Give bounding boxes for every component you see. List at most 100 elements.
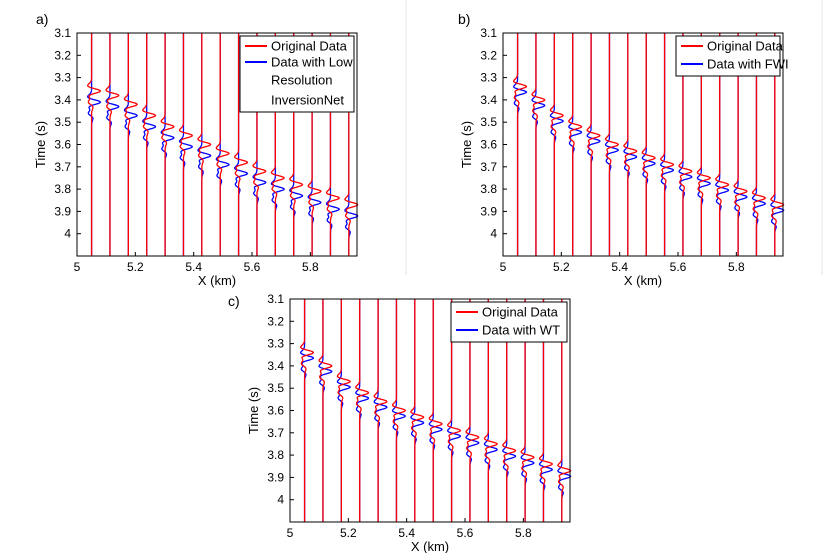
trace-original: [568, 33, 583, 256]
trace-original: [391, 299, 407, 522]
y-tick-label: 3.6: [54, 138, 71, 152]
x-axis-label: X (km): [198, 273, 236, 288]
x-ticks: 5 5.2 5.4 5.6 5.8: [287, 518, 532, 540]
y-tick-label: 3.6: [480, 138, 497, 152]
legend-entry: Data with WT: [482, 323, 560, 338]
trace-original: [87, 33, 102, 256]
x-tick-label: 5.8: [302, 260, 319, 274]
trace-original: [410, 299, 425, 522]
trace-original: [604, 33, 620, 256]
trace-original: [336, 299, 351, 522]
y-tick-label: 3.9: [54, 204, 71, 218]
trace-comparison: [197, 33, 212, 256]
trace-original: [215, 33, 230, 256]
legend-entry: Original Data: [707, 39, 784, 54]
trace-original: [300, 299, 315, 522]
trace-comparison: [623, 33, 638, 256]
x-ticks: 5 5.2 5.4 5.6 5.8: [500, 252, 745, 274]
panel-label: a): [36, 11, 48, 27]
trace-comparison: [641, 33, 656, 256]
legend-entry: Original Data: [271, 39, 348, 54]
trace-comparison: [549, 33, 564, 256]
y-axis-label: Time (s): [459, 121, 474, 168]
y-tick-label: 3.5: [267, 381, 284, 395]
y-tick-label: 3.2: [480, 48, 497, 62]
y-tick-label: 3.8: [267, 448, 284, 462]
panel-c: c) 3.13.23.33.43.53.63.73.83.94 5 5.2 5.4 5…: [228, 292, 572, 553]
y-tick-label: 3.5: [54, 115, 71, 129]
y-tick-label: 3.7: [480, 160, 497, 174]
trace-original: [123, 33, 138, 256]
trace-original: [318, 299, 333, 522]
y-axis-label: Time (s): [246, 387, 261, 434]
y-tick-label: 4: [277, 493, 284, 507]
legend-entry: Data with Low: [271, 55, 353, 70]
y-tick-label: 3.1: [480, 26, 497, 40]
trace-comparison: [160, 33, 175, 256]
legend-box: [450, 301, 568, 343]
x-tick-label: 5.8: [728, 260, 745, 274]
y-tick-label: 3.8: [54, 182, 71, 196]
legend: Original Data Data with WT: [450, 301, 568, 343]
trace-original: [105, 33, 120, 256]
legend-entry: Resolution: [271, 73, 332, 88]
trace-comparison: [123, 33, 138, 256]
trace-comparison: [531, 33, 546, 256]
trace-comparison: [391, 299, 406, 522]
legend-entry: InversionNet: [271, 93, 344, 108]
x-tick-label: 5.6: [244, 260, 261, 274]
trace-comparison: [660, 33, 675, 256]
y-ticks: 3.1 3.2 3.3 3.4 3.5 3.6 3.7 3.8 3.9 4: [54, 26, 81, 241]
x-tick-label: 5.4: [398, 526, 415, 540]
y-axis-label: Time (s): [33, 121, 48, 168]
panel-b: b) 3.13.23.33.43.53.63.73.83.94 5 5.2 5.4 5…: [458, 11, 789, 288]
legend: Original Data Data with FWI: [675, 35, 789, 77]
x-tick-label: 5: [500, 260, 507, 274]
trace-original: [428, 299, 443, 522]
trace-comparison: [87, 33, 102, 256]
y-tick-label: 3.3: [480, 71, 497, 85]
y-tick-label: 3.1: [54, 26, 71, 40]
x-tick-label: 5.4: [611, 260, 628, 274]
trace-comparison: [513, 33, 528, 256]
x-axis-label: X (km): [411, 539, 449, 553]
trace-comparison: [336, 299, 351, 522]
trace-comparison: [410, 299, 425, 522]
trace-comparison: [300, 299, 315, 522]
trace-comparison: [105, 33, 120, 256]
y-tick-label: 4: [64, 227, 71, 241]
panel-label: b): [458, 11, 470, 27]
trace-comparison: [604, 33, 619, 256]
x-axis-label: X (km): [624, 273, 662, 288]
x-tick-label: 5.2: [553, 260, 570, 274]
trace-comparison: [142, 33, 157, 256]
y-tick-label: 3.2: [54, 48, 71, 62]
legend-entry: Data with FWI: [707, 57, 789, 72]
x-tick-label: 5.8: [515, 526, 532, 540]
y-tick-label: 3.3: [54, 71, 71, 85]
y-tick-label: 4: [490, 227, 497, 241]
trace-original: [178, 33, 194, 256]
trace-comparison: [428, 299, 443, 522]
trace-original: [549, 33, 564, 256]
trace-original: [355, 299, 370, 522]
y-tick-label: 3.4: [480, 93, 497, 107]
y-tick-label: 3.3: [267, 337, 284, 351]
trace-comparison: [568, 33, 583, 256]
y-tick-label: 3.2: [267, 314, 284, 328]
y-tick-label: 3.5: [480, 115, 497, 129]
trace-comparison: [215, 33, 230, 256]
trace-original: [623, 33, 638, 256]
trace-original: [513, 33, 528, 256]
y-ticks: 3.1 3.2 3.3 3.4 3.5 3.6 3.7 3.8 3.9 4: [267, 292, 294, 507]
y-tick-label: 3.4: [267, 359, 284, 373]
x-tick-label: 5: [74, 260, 81, 274]
legend-entry: Original Data: [482, 305, 559, 320]
legend-box: [675, 35, 781, 77]
y-tick-label: 3.9: [480, 204, 497, 218]
trace-comparison: [355, 299, 370, 522]
trace-original: [586, 33, 601, 256]
trace-original: [373, 299, 388, 522]
y-tick-label: 3.7: [267, 426, 284, 440]
